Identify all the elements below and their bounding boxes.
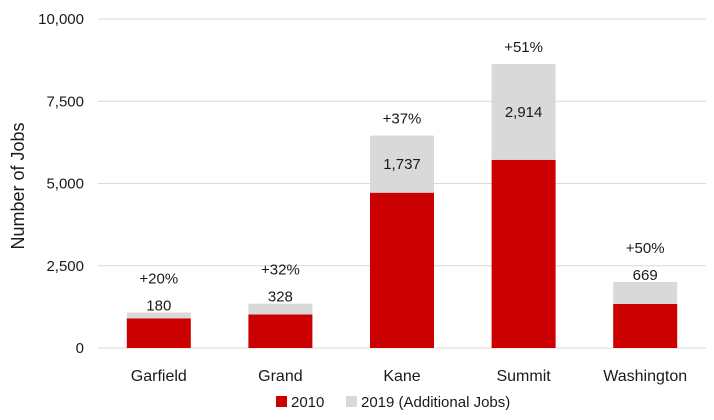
growth-percent-label: +50% xyxy=(626,240,665,257)
additional-jobs-label: 180 xyxy=(146,297,171,314)
bar-2010 xyxy=(248,314,313,348)
y-tick-label: 10,000 xyxy=(38,11,84,28)
y-tick-label: 7,500 xyxy=(46,93,84,110)
additional-jobs-label: 328 xyxy=(268,289,293,306)
x-axis-categories: Garfield Grand Kane Summit Washington xyxy=(131,368,687,385)
growth-percent-label: +37% xyxy=(383,111,422,128)
bar-2019-additional xyxy=(248,303,313,315)
bars: 180 +20% 328 +32% 1,737 +37% 2,914 +51% 669 +50% xyxy=(126,39,678,348)
additional-jobs-label: 1,737 xyxy=(383,156,421,173)
legend-swatch-2019-additional xyxy=(346,396,357,407)
x-category-label: Washington xyxy=(603,368,687,385)
legend-swatch-2010 xyxy=(276,396,287,407)
additional-jobs-label: 2,914 xyxy=(505,104,543,121)
additional-jobs-label: 669 xyxy=(633,267,658,284)
bar-2019-additional xyxy=(370,135,434,193)
x-category-label: Grand xyxy=(258,368,302,385)
bar-2019-additional xyxy=(613,281,678,304)
legend: 2010 2019 (Additional Jobs) xyxy=(276,394,510,411)
legend-label-2010: 2010 xyxy=(291,394,324,411)
x-category-label: Kane xyxy=(383,368,420,385)
growth-percent-label: +32% xyxy=(261,262,300,279)
y-tick-label: 5,000 xyxy=(46,176,84,193)
growth-percent-label: +20% xyxy=(139,270,178,287)
y-tick-label: 2,500 xyxy=(46,258,84,275)
bar-2010 xyxy=(370,192,434,348)
bar-2019-additional xyxy=(126,312,191,319)
legend-label-2019-additional: 2019 (Additional Jobs) xyxy=(361,394,510,411)
y-axis-title: Number of Jobs xyxy=(8,122,28,249)
bar-2010 xyxy=(613,303,678,348)
y-tick-label: 0 xyxy=(76,340,84,357)
bar-2010 xyxy=(491,159,556,348)
bar-2010 xyxy=(126,318,191,348)
bar-2019-additional xyxy=(491,63,556,160)
x-category-label: Summit xyxy=(496,368,551,385)
growth-percent-label: +51% xyxy=(504,39,543,56)
y-axis-ticks: 0 2,500 5,000 7,500 10,000 xyxy=(38,11,84,357)
x-category-label: Garfield xyxy=(131,368,187,385)
